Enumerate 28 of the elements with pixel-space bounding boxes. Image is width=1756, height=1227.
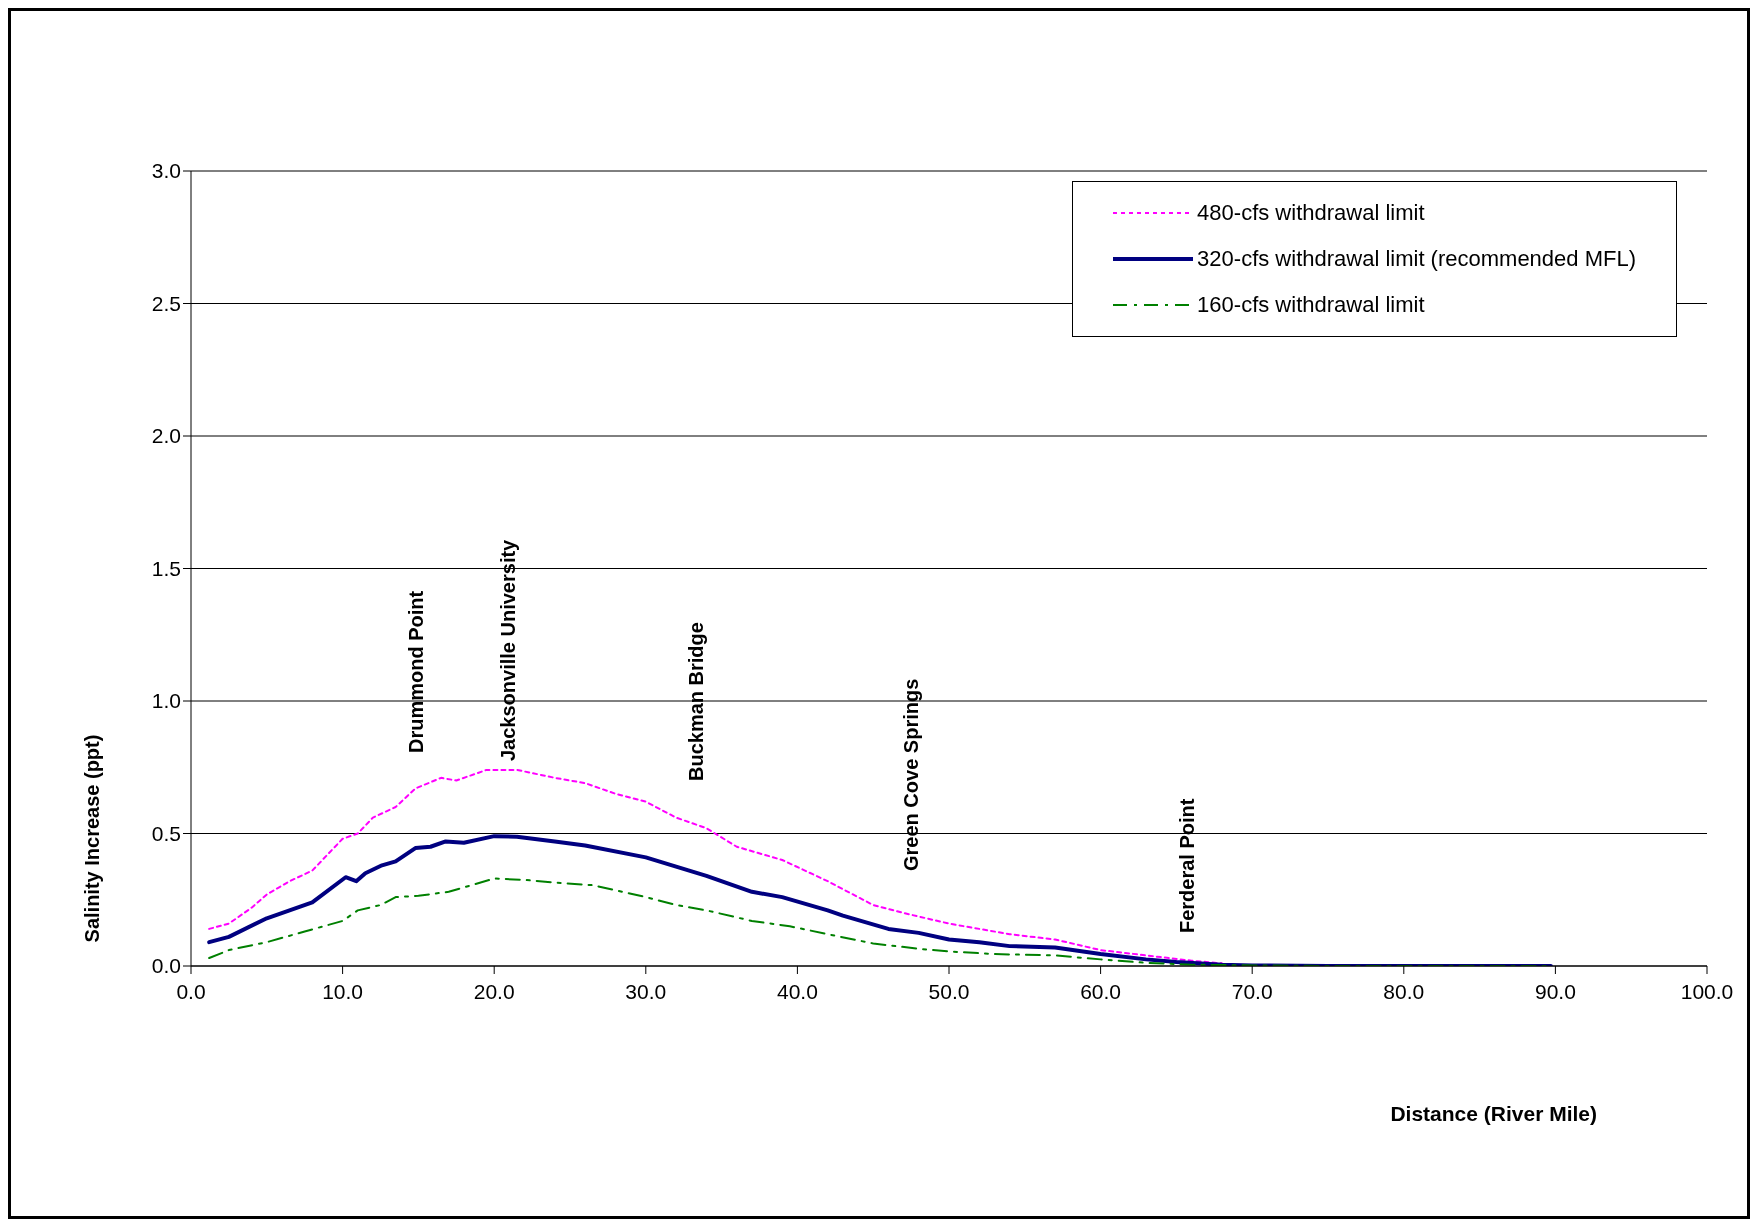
x-tick-label: 90.0 (1534, 979, 1576, 1003)
x-tick-label: 50.0 (928, 979, 970, 1003)
y-tick-label: 2.5 (151, 291, 181, 315)
x-tick-label: 40.0 (776, 979, 818, 1003)
x-tick-label: 10.0 (322, 979, 364, 1003)
legend-label: 480-cfs withdrawal limit (1197, 200, 1425, 226)
y-tick-label: 1.0 (151, 689, 181, 713)
annotation: Drummond Point (405, 590, 427, 753)
y-axis-title: Salinity Increase (ppt) (81, 734, 103, 943)
annotation: Buckman Bridge (685, 622, 707, 781)
y-tick-label: 3.0 (151, 159, 181, 183)
y-tick-label: 1.5 (151, 556, 181, 580)
x-axis-title: Distance (River Mile) (1390, 1102, 1597, 1125)
annotation: Green Cove Springs (900, 678, 922, 871)
x-tick-label: 20.0 (473, 979, 515, 1003)
legend-label: 320-cfs withdrawal limit (recommended MFL) (1197, 246, 1636, 272)
y-tick-label: 2.0 (151, 424, 181, 448)
y-tick-label: 0.5 (151, 821, 181, 845)
y-tick-label: 0.0 (151, 954, 181, 978)
annotation: Jacksonville University (497, 538, 519, 761)
annotation: Ferderal Point (1176, 798, 1198, 933)
x-tick-label: 70.0 (1231, 979, 1273, 1003)
x-tick-label: 100.0 (1680, 979, 1734, 1003)
x-tick-label: 60.0 (1080, 979, 1122, 1003)
legend-label: 160-cfs withdrawal limit (1197, 292, 1425, 318)
x-tick-label: 30.0 (625, 979, 667, 1003)
x-tick-label: 80.0 (1383, 979, 1425, 1003)
x-tick-label: 0.0 (176, 979, 206, 1003)
